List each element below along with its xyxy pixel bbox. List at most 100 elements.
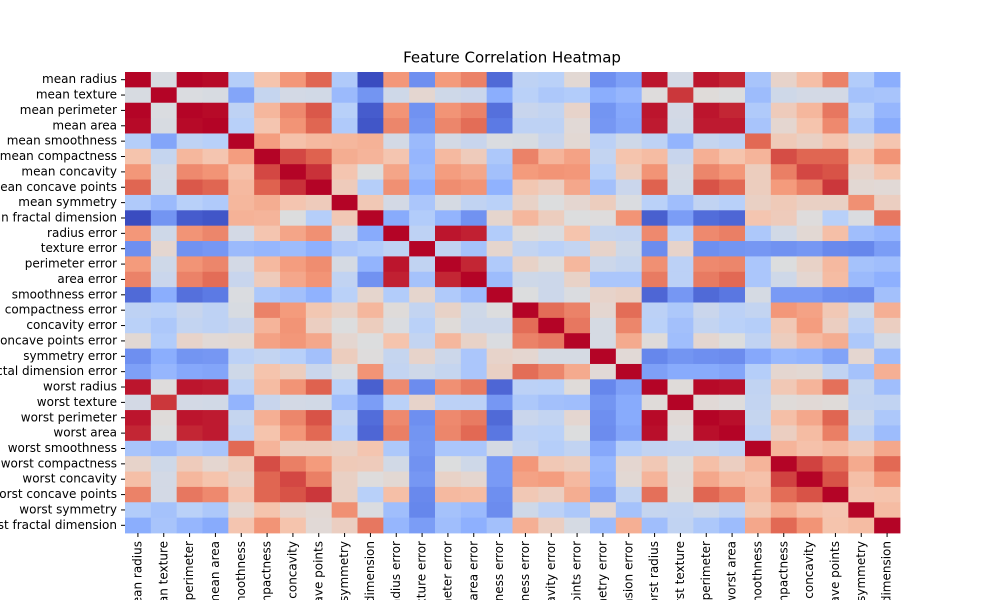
- heatmap-cell: [280, 394, 307, 411]
- heatmap-cell: [745, 87, 772, 104]
- heatmap-cell: [615, 440, 643, 457]
- heatmap-cell: [486, 256, 513, 273]
- heatmap-cell: [383, 271, 410, 288]
- heatmap-cell: [848, 102, 875, 119]
- heatmap-cell: [435, 179, 462, 196]
- heatmap-cell: [512, 72, 539, 88]
- heatmap-cell: [796, 317, 823, 334]
- heatmap-cell: [125, 394, 152, 411]
- heatmap-cell: [512, 102, 539, 119]
- heatmap-cell: [125, 72, 152, 88]
- heatmap-cell: [460, 179, 488, 196]
- heatmap-cell: [305, 225, 333, 242]
- heatmap-cell: [331, 287, 358, 303]
- heatmap-cell: [202, 87, 229, 104]
- heatmap-cell: [770, 471, 798, 488]
- heatmap-cell: [745, 410, 772, 426]
- heatmap-cell: [848, 502, 875, 519]
- heatmap-cell: [770, 210, 798, 227]
- heatmap-cell: [460, 363, 488, 380]
- heatmap-cell: [848, 440, 875, 457]
- heatmap-cell: [615, 471, 643, 488]
- heatmap-cell: [202, 256, 229, 273]
- x-tick-label: worst fractal dimension: [880, 541, 894, 600]
- heatmap-cell: [564, 363, 591, 380]
- heatmap-cell: [305, 486, 333, 503]
- heatmap-cell: [202, 456, 229, 472]
- heatmap-cell: [745, 471, 772, 488]
- heatmap-cell: [383, 348, 410, 365]
- heatmap-cell: [667, 379, 694, 396]
- heatmap-cell: [590, 486, 617, 503]
- heatmap-cell: [564, 379, 591, 396]
- heatmap-cell: [150, 410, 178, 426]
- heatmap-cell: [770, 256, 798, 273]
- heatmap-cell: [280, 225, 307, 242]
- heatmap-cell: [719, 348, 746, 365]
- heatmap-cell: [280, 425, 307, 442]
- heatmap-cell: [874, 394, 901, 411]
- heatmap-cell: [745, 225, 772, 242]
- heatmap-cell: [848, 133, 875, 150]
- heatmap-cell: [641, 517, 668, 534]
- heatmap-cell: [796, 456, 823, 472]
- x-tick-label: compactness error: [518, 541, 532, 600]
- heatmap-cell: [822, 302, 849, 319]
- heatmap-cell: [590, 133, 617, 150]
- heatmap-cell: [176, 425, 203, 442]
- heatmap-cell: [719, 502, 746, 519]
- heatmap-cell: [590, 164, 617, 180]
- heatmap-cell: [667, 394, 694, 411]
- heatmap-cell: [409, 118, 436, 134]
- heatmap-cell: [719, 256, 746, 273]
- x-tick-label: area error: [466, 541, 480, 600]
- heatmap-cell: [719, 102, 746, 119]
- heatmap-cell: [538, 287, 565, 303]
- heatmap-cell: [305, 102, 333, 119]
- heatmap-cell: [357, 271, 384, 288]
- heatmap-cell: [538, 317, 565, 334]
- heatmap-cell: [590, 394, 617, 411]
- heatmap-cell: [305, 440, 333, 457]
- heatmap-cell: [150, 241, 178, 257]
- heatmap-cell: [125, 471, 152, 488]
- heatmap-cell: [770, 179, 798, 196]
- heatmap-cell: [280, 502, 307, 519]
- heatmap-cell: [331, 456, 358, 472]
- y-tick-label: area error: [57, 272, 117, 286]
- heatmap-cell: [590, 425, 617, 442]
- heatmap-cell: [150, 440, 178, 457]
- heatmap-cell: [228, 133, 255, 150]
- heatmap-cell: [564, 471, 591, 488]
- heatmap-cell: [512, 471, 539, 488]
- heatmap-cell: [590, 118, 617, 134]
- heatmap-cell: [745, 394, 772, 411]
- heatmap-cell: [202, 348, 229, 365]
- heatmap-cell: [150, 225, 178, 242]
- heatmap-cell: [125, 194, 152, 211]
- heatmap-cell: [719, 179, 746, 196]
- heatmap-cell: [641, 502, 668, 519]
- heatmap-cell: [228, 333, 255, 349]
- heatmap-cell: [512, 348, 539, 365]
- heatmap-cell: [254, 471, 281, 488]
- chart-title: Feature Correlation Heatmap: [403, 49, 621, 67]
- heatmap-cell: [486, 440, 513, 457]
- heatmap-cell: [538, 333, 565, 349]
- heatmap-cell: [460, 502, 488, 519]
- heatmap-cell: [486, 363, 513, 380]
- heatmap-cell: [435, 394, 462, 411]
- heatmap-cell: [538, 425, 565, 442]
- heatmap-cell: [512, 225, 539, 242]
- heatmap-cell: [150, 271, 178, 288]
- heatmap-cell: [460, 194, 488, 211]
- heatmap-cell: [460, 486, 488, 503]
- heatmap-cell: [564, 148, 591, 165]
- heatmap-cell: [254, 317, 281, 334]
- heatmap-cell: [719, 379, 746, 396]
- heatmap-cell: [667, 194, 694, 211]
- heatmap-cell: [460, 72, 488, 88]
- heatmap-cell: [280, 87, 307, 104]
- heatmap-cell: [770, 118, 798, 134]
- heatmap-cell: [770, 133, 798, 150]
